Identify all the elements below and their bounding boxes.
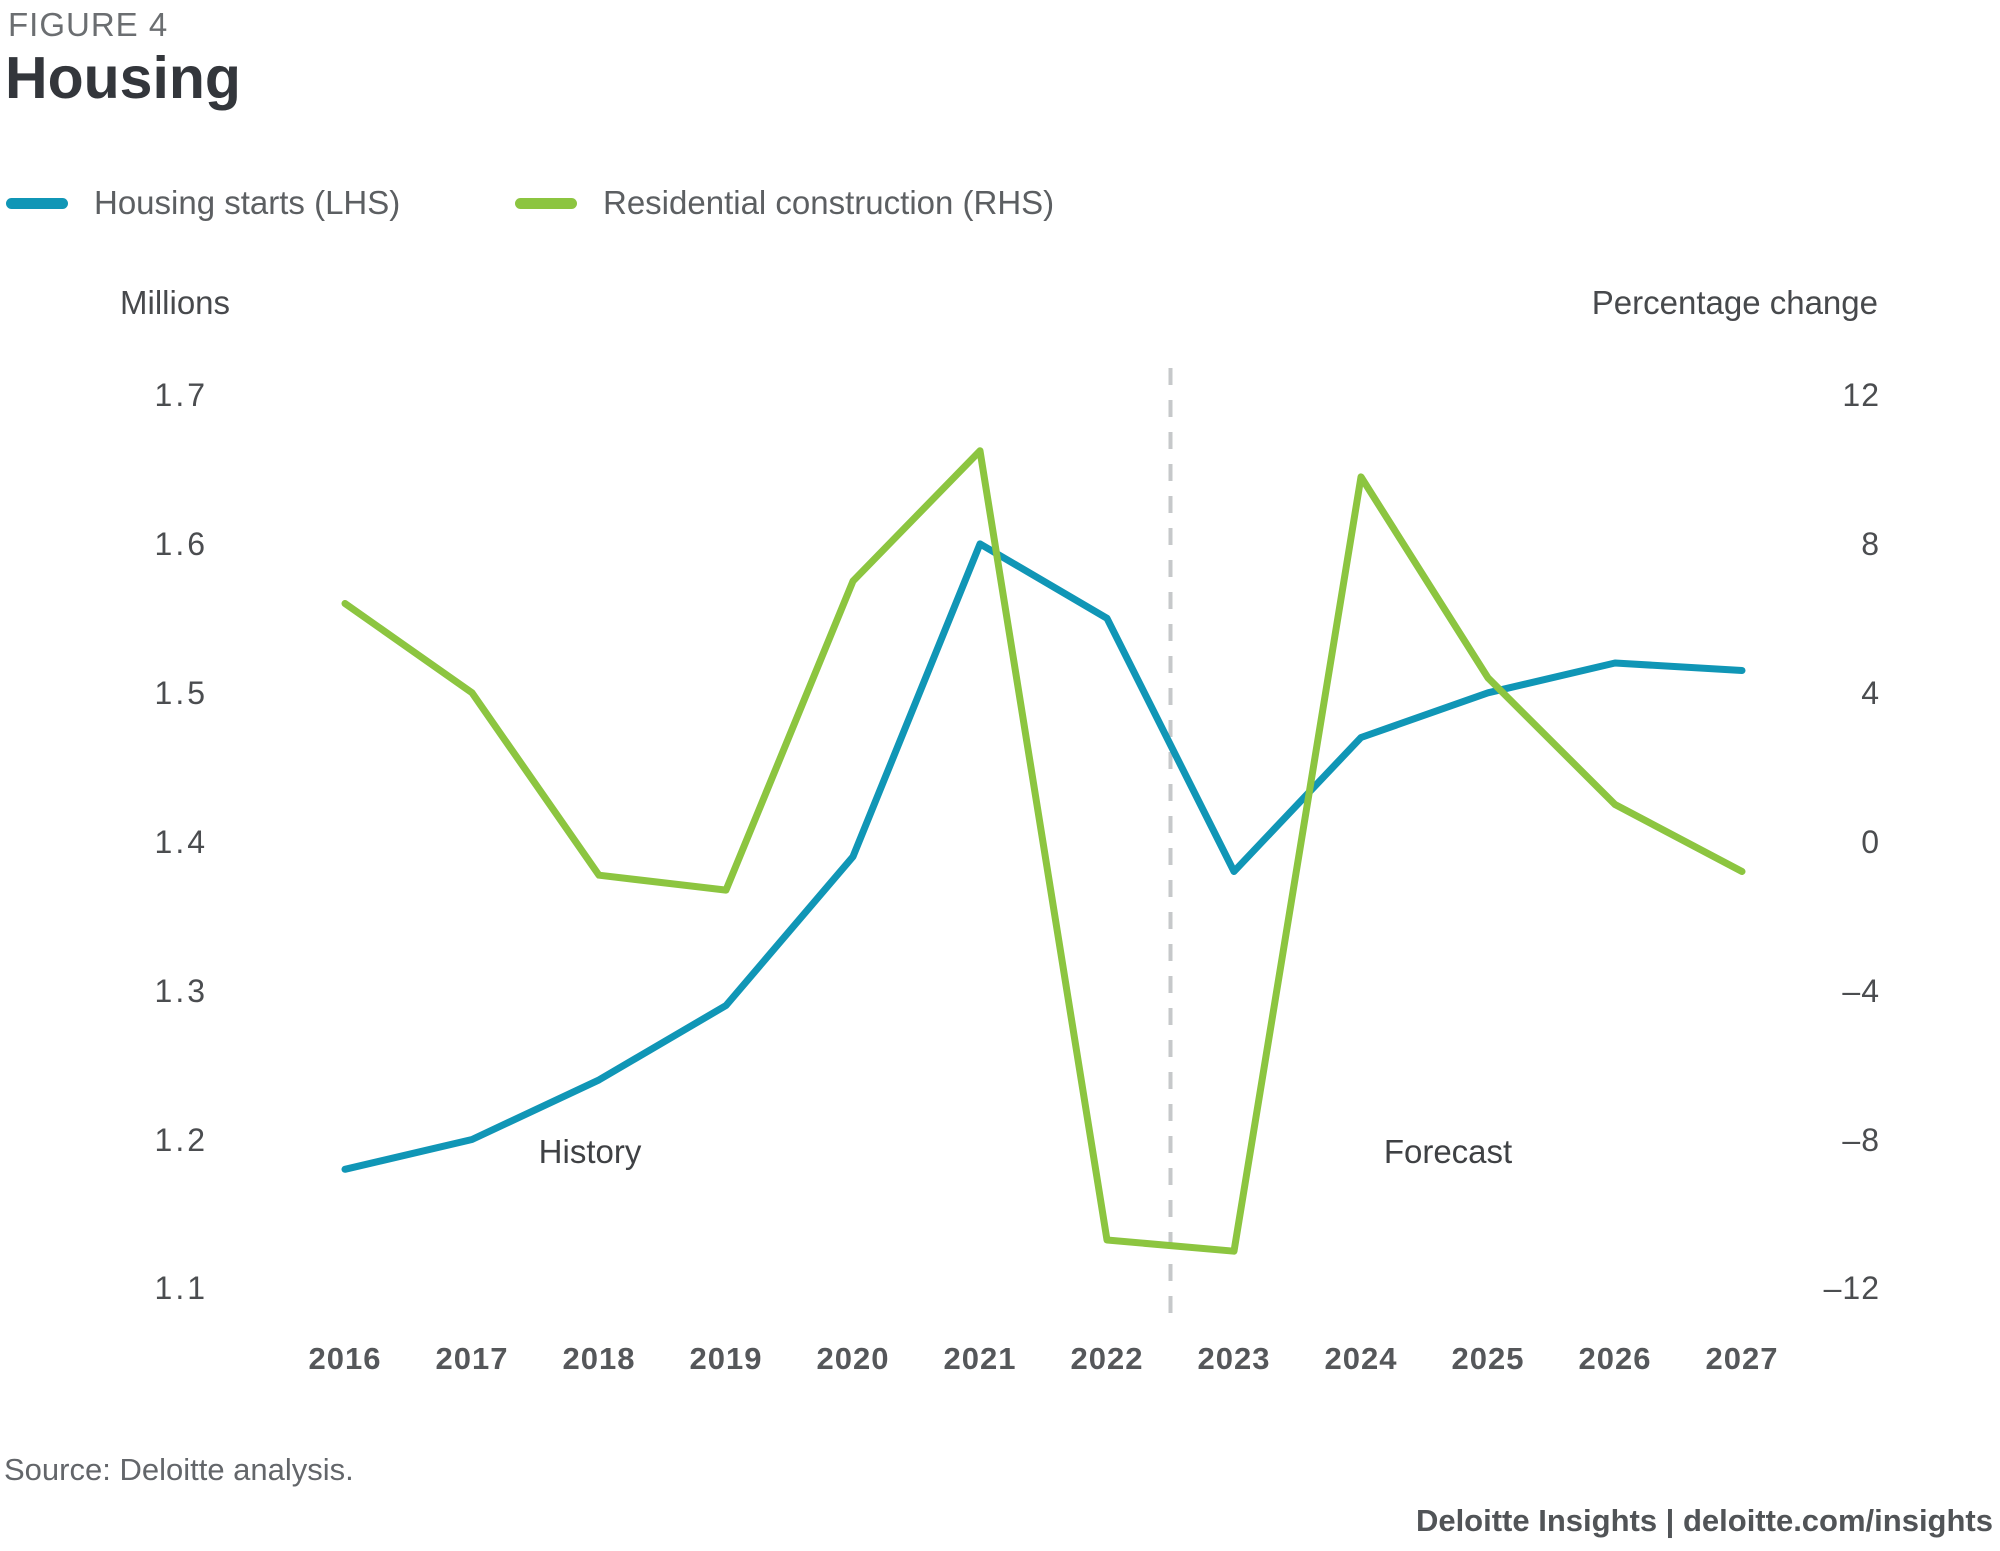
left-axis-tick: 1.6 [154, 525, 208, 562]
forecast-region-label: Forecast [1383, 1133, 1513, 1170]
right-axis-tick: 4 [1861, 674, 1880, 711]
series-line-residential-construction [341, 447, 1746, 1255]
left-axis-tick: 1.5 [154, 674, 208, 711]
right-axis-tick: –8 [1842, 1121, 1880, 1158]
x-axis-year-label: 2023 [1197, 1341, 1271, 1376]
footer-credit: Deloitte Insights | deloitte.com/insight… [1415, 1503, 1993, 1538]
right-axis-tick: 12 [1842, 377, 1880, 413]
x-axis-year-label: 2027 [1705, 1341, 1779, 1376]
x-axis-year-label: 2016 [308, 1341, 382, 1376]
x-axis-year-label: 2017 [435, 1341, 509, 1376]
x-axis-year-label: 2019 [689, 1341, 763, 1376]
left-axis-tick: 1.3 [154, 972, 208, 1009]
right-axis-title: Percentage change [1591, 284, 1878, 321]
left-axis-tick: 1.4 [154, 823, 208, 860]
right-axis-tick: –4 [1842, 972, 1880, 1009]
left-axis-tick: 1.7 [154, 377, 208, 413]
series-line-housing-starts [341, 540, 1746, 1173]
legend-label-housing-starts: Housing starts (LHS) [94, 184, 401, 221]
x-axis-year-label: 2024 [1324, 1341, 1398, 1376]
right-axis-tick: –12 [1823, 1270, 1880, 1307]
residential-construction-line-swatch-icon [515, 197, 577, 209]
legend-label-residential-construction: Residential construction (RHS) [603, 184, 1055, 221]
x-axis-year-label: 2018 [562, 1341, 636, 1376]
source-note: Source: Deloitte analysis. [4, 1452, 354, 1487]
left-axis-tick: 1.1 [154, 1270, 208, 1307]
x-axis-year-label: 2021 [943, 1341, 1017, 1376]
x-axis-year-label: 2026 [1578, 1341, 1652, 1376]
x-axis-year-label: 2025 [1451, 1341, 1525, 1376]
history-region-label: History [538, 1133, 642, 1170]
left-axis-tick: 1.2 [154, 1121, 208, 1158]
x-axis-year-label: 2020 [816, 1341, 890, 1376]
page-title: Housing [5, 45, 241, 111]
x-axis-year-label: 2022 [1070, 1341, 1144, 1376]
left-axis-title: Millions [120, 284, 231, 321]
legend-item-housing-starts: Housing starts (LHS) [6, 183, 400, 223]
figure-number: FIGURE 4 [8, 6, 169, 43]
legend-item-residential-construction: Residential construction (RHS) [515, 183, 1054, 223]
housing-starts-line-swatch-icon [6, 197, 68, 209]
right-axis-tick: 0 [1861, 823, 1880, 860]
right-axis-tick: 8 [1861, 525, 1880, 562]
